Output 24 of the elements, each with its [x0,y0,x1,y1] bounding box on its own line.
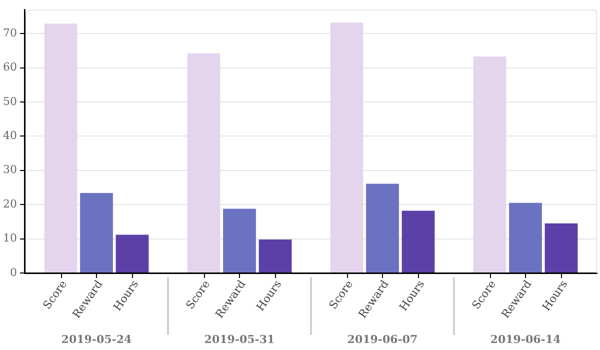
bar [80,192,113,272]
y-tick-label: 30 [2,163,17,176]
bar [509,202,542,272]
y-tick-label: 20 [2,197,17,210]
y-tick-label: 0 [10,266,17,279]
bar [116,234,149,272]
y-tick-label: 10 [2,232,17,245]
x-tick-label: 2019-06-07 [347,332,418,346]
y-tick-label: 50 [2,94,17,108]
x-tick-label: 2019-06-14 [490,332,562,346]
bar [366,184,399,272]
bar [44,24,78,272]
y-tick-label: 70 [2,26,17,40]
y-tick-label: 60 [2,60,17,74]
bar [187,53,220,272]
x-tick-label: 2019-05-24 [61,332,132,346]
bar [473,56,506,272]
bar [330,22,364,272]
x-tick-label: 2019-05-31 [204,332,275,346]
bar [402,210,435,272]
bar [544,223,578,272]
y-tick-label: 40 [2,129,17,142]
bar [223,208,256,272]
bar [258,239,292,272]
